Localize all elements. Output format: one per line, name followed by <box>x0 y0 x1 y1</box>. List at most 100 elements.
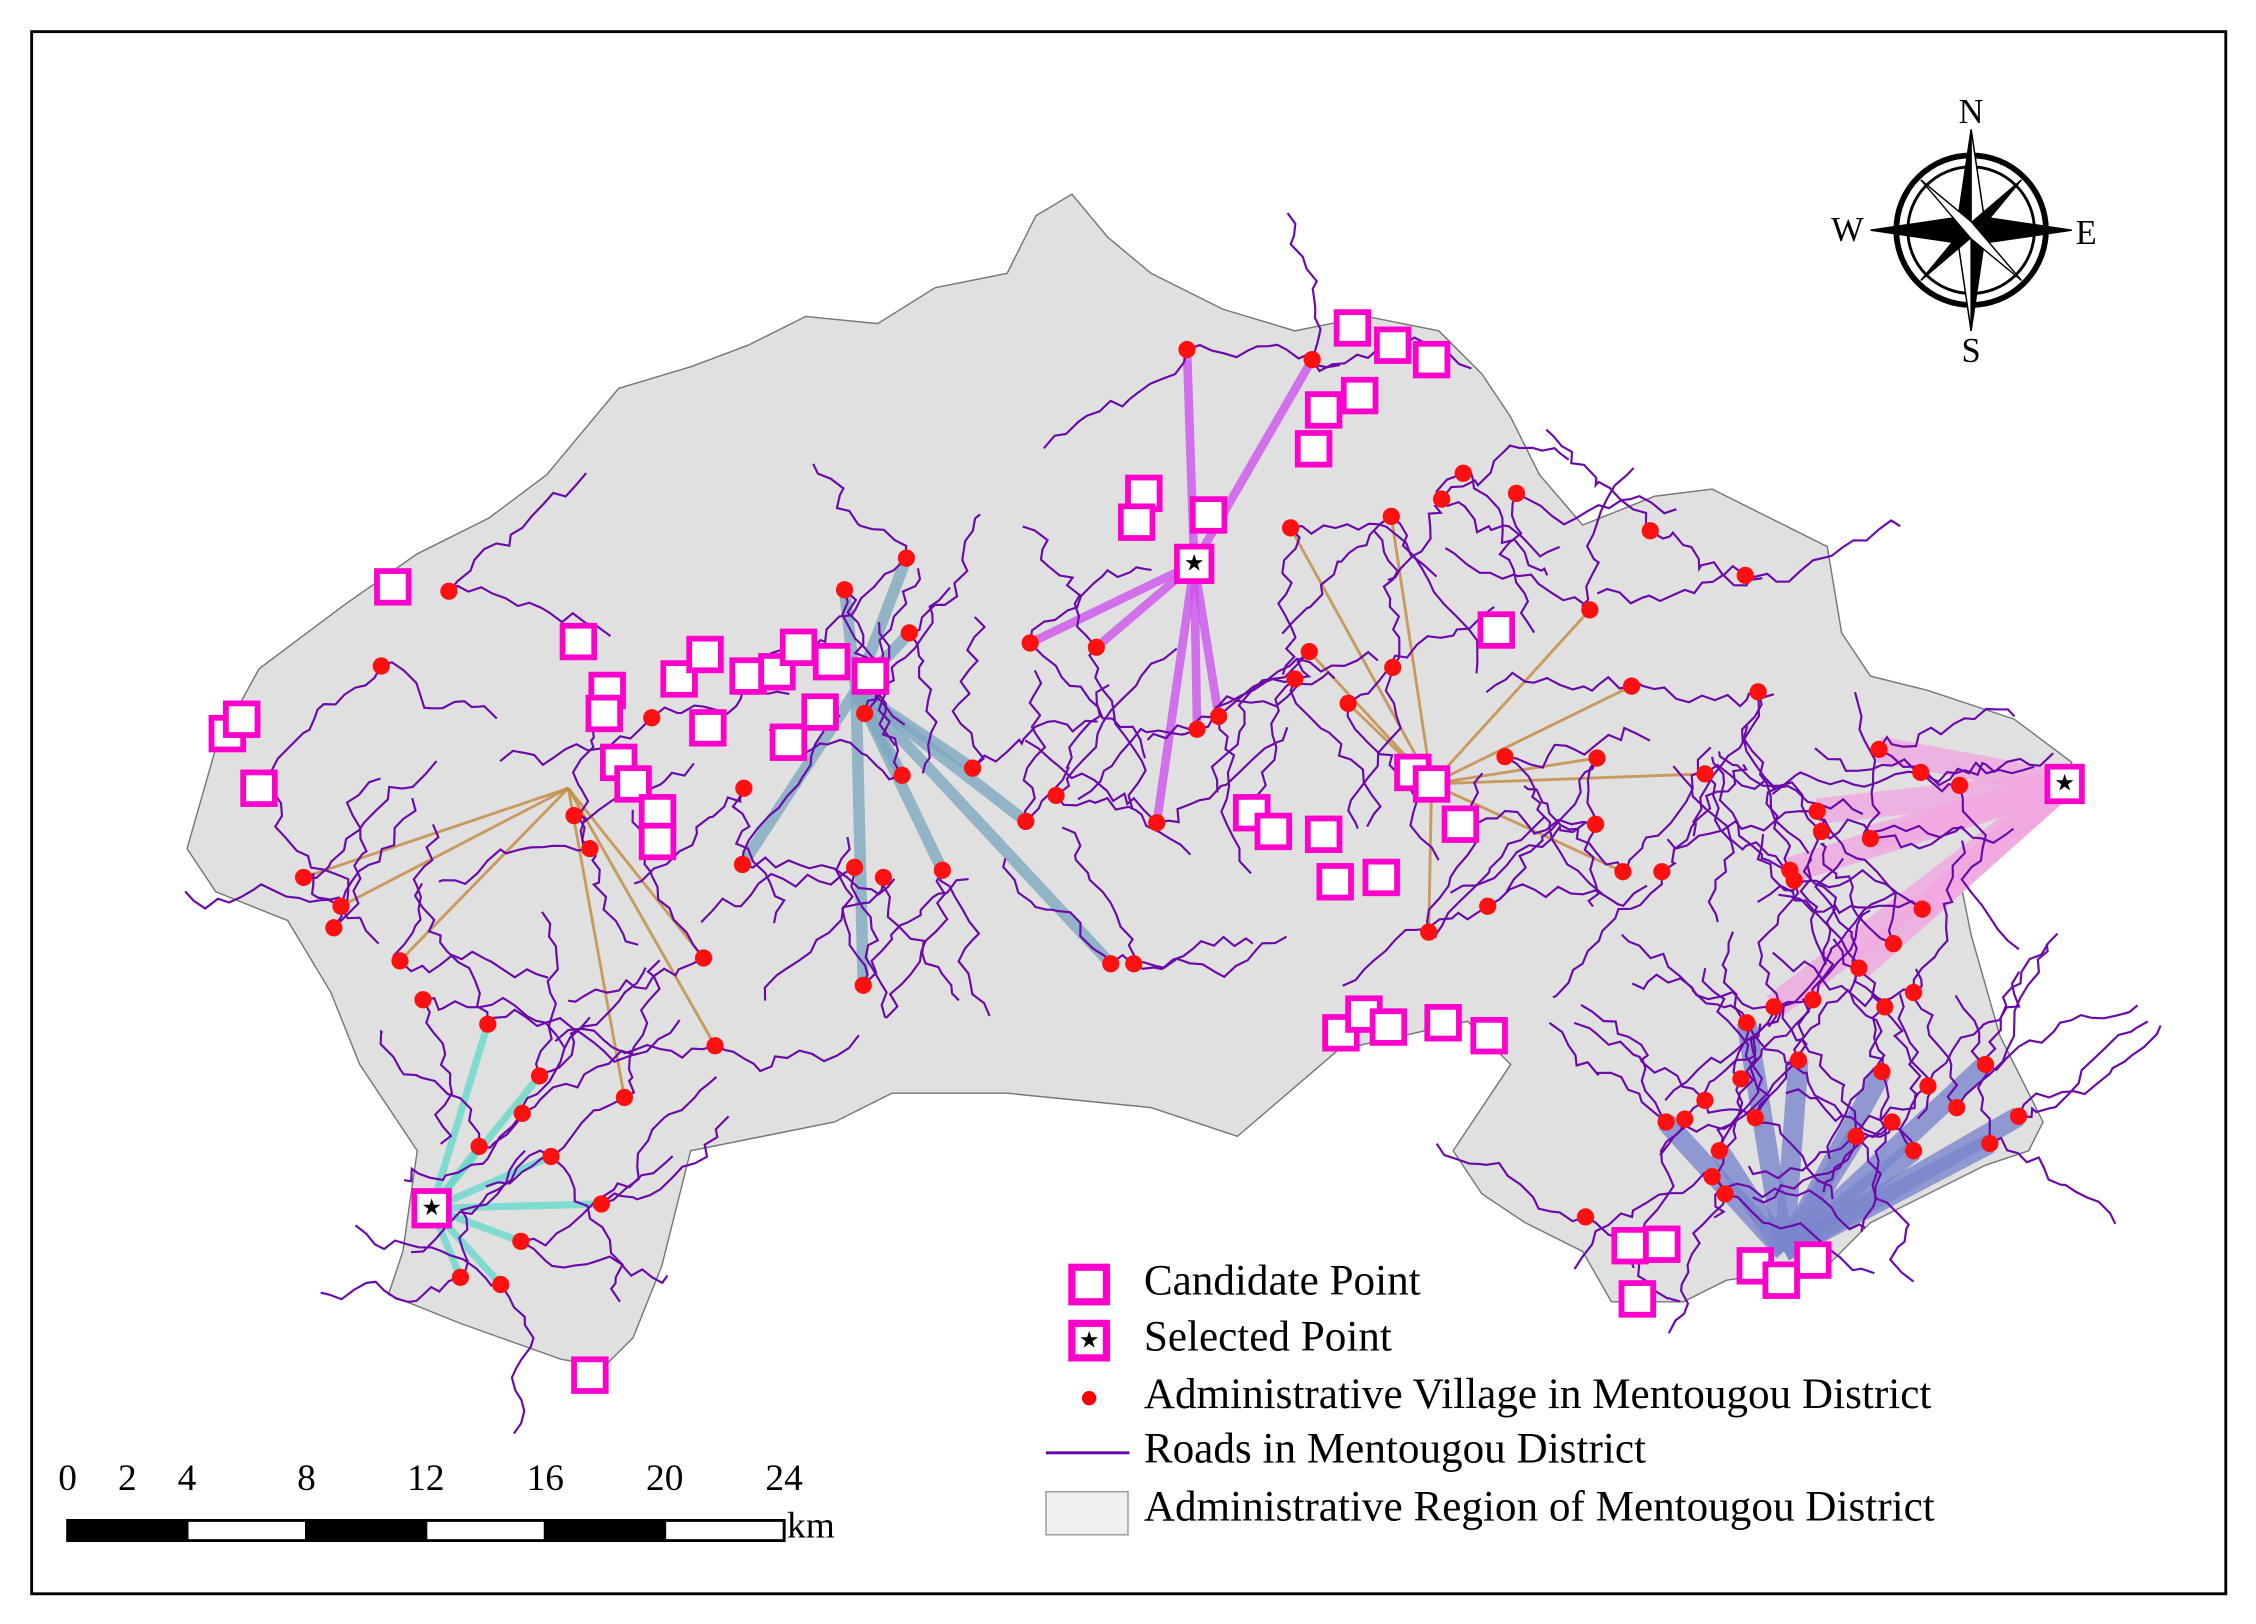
road <box>1440 444 1570 500</box>
road <box>1029 642 1147 759</box>
road <box>1440 498 1561 558</box>
candidate-point <box>779 628 818 666</box>
village <box>332 897 350 915</box>
road <box>1778 893 1923 915</box>
allocation-link <box>1189 563 1202 730</box>
village <box>581 840 599 858</box>
road <box>1277 527 1301 675</box>
road <box>1649 529 1763 587</box>
candidate-point <box>1333 309 1372 347</box>
candidate-point <box>1369 1008 1408 1046</box>
village <box>1676 1110 1694 1128</box>
road <box>700 866 856 923</box>
legend: ★ Candidate Point Selected Point Adminis… <box>1045 1257 1935 1536</box>
road <box>1897 993 1922 1152</box>
village <box>1087 638 1105 656</box>
road <box>1002 858 1112 965</box>
road <box>906 513 981 634</box>
road <box>1373 530 1401 669</box>
village <box>1976 1055 1995 1074</box>
road <box>1043 349 1189 450</box>
village <box>1904 983 1923 1002</box>
village <box>900 624 918 642</box>
road <box>1029 566 1152 644</box>
allocation-link <box>1289 527 1433 785</box>
road <box>1826 1006 1886 1160</box>
villages <box>294 340 2028 1294</box>
legend-label: Administrative Village in Mentougou Dist… <box>1144 1371 1932 1418</box>
compass-star <box>1920 179 2023 282</box>
village <box>1847 1127 1865 1145</box>
road <box>184 883 342 910</box>
village <box>1210 707 1228 725</box>
road <box>1426 772 1484 933</box>
road <box>1745 519 1901 583</box>
compass: N S W E <box>1831 93 2097 370</box>
road <box>448 584 612 637</box>
road <box>380 661 498 720</box>
village <box>542 1147 560 1166</box>
road <box>1545 428 1652 532</box>
village <box>1653 863 1671 881</box>
candidate-point <box>614 765 652 803</box>
road <box>1133 935 1288 979</box>
road <box>1912 840 1967 993</box>
legend-selected-symbol <box>1068 1319 1111 1362</box>
road <box>1390 515 1479 674</box>
scale-label: 2 <box>118 1458 137 1499</box>
road <box>1435 1143 1586 1223</box>
scale-label: 0 <box>58 1458 77 1499</box>
village <box>1479 897 1497 915</box>
road <box>1061 826 1136 964</box>
scale-label: 12 <box>407 1458 444 1499</box>
candidate-point <box>851 657 890 695</box>
scale-segment <box>543 1518 667 1543</box>
road <box>1870 825 2015 850</box>
road <box>1724 1192 1875 1275</box>
village <box>706 1037 724 1055</box>
road <box>520 1240 669 1285</box>
road <box>1387 472 1464 581</box>
allocation-link <box>1427 783 1434 933</box>
road <box>1661 763 1749 873</box>
road <box>951 616 987 769</box>
road <box>1621 933 1748 1024</box>
road <box>410 1149 552 1254</box>
road <box>1504 755 1604 895</box>
road <box>448 472 587 592</box>
road <box>354 1224 501 1287</box>
road <box>1920 752 2054 784</box>
candidate-point <box>1254 812 1293 851</box>
road <box>1819 842 1894 945</box>
road <box>1347 667 1402 829</box>
village <box>1884 934 1903 953</box>
allocation-link <box>1028 559 1197 647</box>
road <box>1580 1003 1667 1123</box>
road <box>1672 765 1791 872</box>
selected-star: ★ <box>1184 550 1205 576</box>
allocation-link <box>850 690 870 986</box>
village <box>1738 1014 1756 1032</box>
village <box>1496 747 1514 766</box>
candidate-point <box>801 693 839 731</box>
candidate-point <box>638 822 677 861</box>
road <box>1878 748 2035 787</box>
village <box>963 759 982 777</box>
road <box>1818 806 1897 944</box>
road <box>1281 515 1392 635</box>
candidate-point <box>812 642 851 681</box>
scale-unit: km <box>787 1506 835 1547</box>
legend-village-symbol <box>1081 1390 1097 1406</box>
selected-star: ★ <box>421 1194 442 1220</box>
road <box>863 586 951 714</box>
road <box>1596 564 1746 605</box>
scale-label: 4 <box>178 1458 197 1499</box>
village <box>1981 1134 1999 1153</box>
village <box>1433 490 1451 508</box>
candidate-point <box>1316 863 1354 901</box>
compass-n: N <box>1959 93 1984 131</box>
compass-w: W <box>1831 211 1864 249</box>
road <box>1630 679 1775 708</box>
